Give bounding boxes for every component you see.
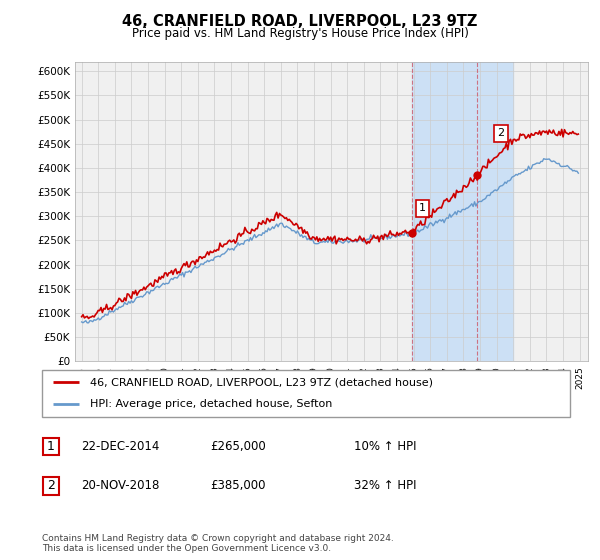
Text: 46, CRANFIELD ROAD, LIVERPOOL, L23 9TZ: 46, CRANFIELD ROAD, LIVERPOOL, L23 9TZ <box>122 14 478 29</box>
Text: Contains HM Land Registry data © Crown copyright and database right 2024.
This d: Contains HM Land Registry data © Crown c… <box>42 534 394 553</box>
Text: 32% ↑ HPI: 32% ↑ HPI <box>354 479 416 492</box>
Text: 1: 1 <box>47 440 55 453</box>
Text: Price paid vs. HM Land Registry's House Price Index (HPI): Price paid vs. HM Land Registry's House … <box>131 27 469 40</box>
Text: HPI: Average price, detached house, Sefton: HPI: Average price, detached house, Seft… <box>89 399 332 409</box>
Text: 2: 2 <box>47 479 55 492</box>
Text: £265,000: £265,000 <box>210 440 266 453</box>
Text: 22-DEC-2014: 22-DEC-2014 <box>81 440 160 453</box>
Text: 46, CRANFIELD ROAD, LIVERPOOL, L23 9TZ (detached house): 46, CRANFIELD ROAD, LIVERPOOL, L23 9TZ (… <box>89 377 433 388</box>
Bar <box>412 62 513 361</box>
Text: 10% ↑ HPI: 10% ↑ HPI <box>354 440 416 453</box>
Text: 1: 1 <box>419 203 426 213</box>
Text: 2: 2 <box>497 128 505 138</box>
Text: 20-NOV-2018: 20-NOV-2018 <box>81 479 160 492</box>
Text: £385,000: £385,000 <box>210 479 265 492</box>
